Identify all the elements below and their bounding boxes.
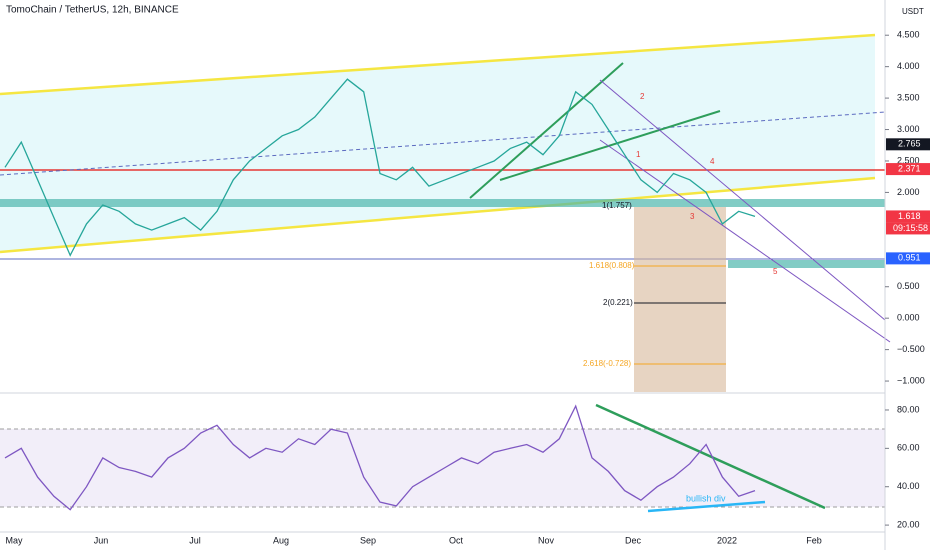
price-label: 0.951 <box>898 253 921 263</box>
symbol-title: TomoChain / TetherUS, 12h, BINANCE <box>6 5 179 16</box>
price-label: 2.371 <box>898 163 921 173</box>
y-tick-label: −1.000 <box>897 375 925 385</box>
y-tick-label: 3.000 <box>897 124 920 134</box>
y-tick-label: 80.00 <box>897 404 920 414</box>
x-tick-label: 2022 <box>717 535 737 545</box>
target-band <box>728 260 885 268</box>
rsi-line <box>4 404 756 511</box>
y-tick-label: 0.000 <box>897 313 920 323</box>
y-tick-label: 4.500 <box>897 30 920 40</box>
rsi-trend <box>647 500 766 513</box>
rsi-band <box>0 429 885 507</box>
annotation: 2 <box>640 92 645 101</box>
x-tick-label: Sep <box>360 535 376 545</box>
div-label: bullish div <box>686 493 726 503</box>
annotation: 3 <box>690 212 695 221</box>
x-tick-label: Nov <box>538 535 555 545</box>
x-tick-label: Oct <box>449 535 464 545</box>
annotation: 1.618(0.808) <box>589 261 635 270</box>
x-tick-label: Aug <box>273 535 289 545</box>
y-tick-label: 40.00 <box>897 481 920 491</box>
wedge-line <box>469 62 624 199</box>
annotation: 5 <box>773 267 778 276</box>
wedge-line <box>499 110 721 181</box>
dashed-trend <box>0 111 886 176</box>
x-tick-label: Feb <box>806 535 822 545</box>
y-tick-label: 4.000 <box>897 61 920 71</box>
y-tick-label: 0.500 <box>897 281 920 291</box>
x-tick-label: May <box>5 535 23 545</box>
x-tick-label: Jul <box>189 535 201 545</box>
annotation: 2.618(-0.728) <box>583 359 631 368</box>
annotation: 1 <box>636 150 641 159</box>
y-tick-label: 2.000 <box>897 187 920 197</box>
channel-fill <box>0 35 875 252</box>
trend-line <box>599 79 886 321</box>
y-tick-label: 2.500 <box>897 155 920 165</box>
support-band <box>0 199 885 207</box>
y-tick-label: 20.00 <box>897 519 920 529</box>
y-tick-label: 3.500 <box>897 92 920 102</box>
y-tick-label: −0.500 <box>897 344 925 354</box>
annotation: 4 <box>710 157 715 166</box>
price-label-box <box>886 163 930 176</box>
annotation: 1(1.757) <box>602 201 632 210</box>
price-label-box <box>886 138 930 151</box>
currency: USDT <box>902 7 924 16</box>
price-line <box>4 78 756 257</box>
rsi-trend <box>595 403 826 510</box>
price-label: 2.765 <box>898 139 921 149</box>
timer-box <box>886 222 930 235</box>
price-label: 1.618 <box>898 211 921 221</box>
trend-line <box>599 139 891 343</box>
x-tick-label: Dec <box>625 535 642 545</box>
price-label-box <box>886 252 930 265</box>
x-tick-label: Jun <box>94 535 109 545</box>
fib-zone <box>634 207 726 392</box>
y-tick-label: 60.00 <box>897 443 920 453</box>
channel-top <box>0 33 876 96</box>
timer: 09:15:58 <box>893 223 928 233</box>
channel-bottom <box>0 176 876 254</box>
price-label-box <box>886 210 930 223</box>
annotation: 2(0.221) <box>603 298 633 307</box>
